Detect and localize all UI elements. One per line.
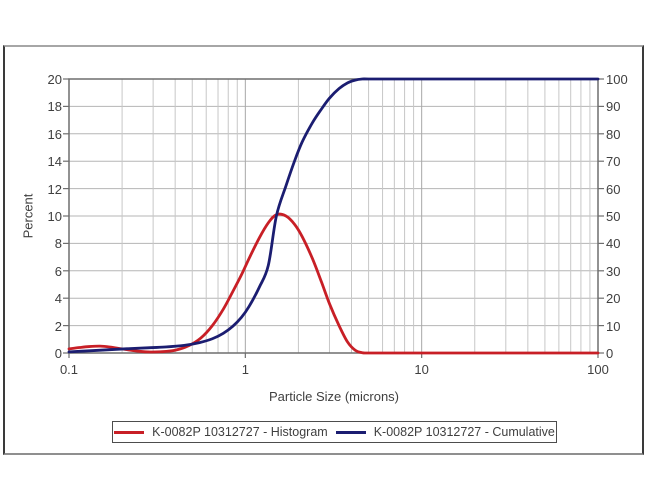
- x-tick-label: 100: [587, 362, 609, 377]
- y-tick-label: 60: [606, 181, 621, 197]
- y-tick-label: 10: [47, 209, 62, 224]
- y-tick-label: 90: [606, 99, 621, 115]
- x-tick-label: 0.1: [59, 362, 79, 377]
- y-tick-label: 18: [47, 99, 62, 115]
- y-tick-label: 20: [47, 72, 62, 87]
- y-tick-label: 0: [54, 346, 62, 361]
- y-tick-label: 4: [54, 291, 62, 307]
- y-tick-label: 70: [606, 154, 621, 170]
- x-axis-title: Particle Size (microns): [268, 389, 400, 404]
- x-tick-label: 1: [241, 362, 249, 377]
- x-tick-label: 10: [414, 362, 429, 377]
- y-tick-label: 0: [606, 346, 614, 361]
- y-tick-label: 50: [606, 209, 621, 224]
- y-tick-label: 16: [47, 126, 62, 142]
- y-tick-label: 80: [606, 126, 621, 142]
- legend-label-cumulative: K-0082P 10312727 - Cumulative: [373, 425, 555, 439]
- y-tick-label: 8: [54, 236, 62, 252]
- legend: K-0082P 10312727 - Histogram K-0082P 103…: [112, 421, 557, 443]
- legend-line-cumulative-icon: [335, 430, 366, 434]
- y-tick-label: 12: [47, 181, 62, 197]
- y-tick-label: 40: [606, 236, 621, 252]
- y-tick-label: 6: [54, 263, 62, 279]
- legend-label-histogram: K-0082P 10312727 - Histogram: [152, 425, 328, 439]
- y-tick-label: 100: [606, 72, 628, 87]
- left-axis-title: Percent: [20, 193, 36, 239]
- legend-line-histogram-icon: [114, 430, 145, 434]
- y-tick-label: 10: [606, 318, 621, 334]
- y-tick-label: 30: [606, 263, 621, 279]
- y-tick-label: 20: [606, 291, 621, 307]
- y-tick-label: 14: [47, 154, 62, 170]
- y-tick-label: 2: [54, 318, 62, 334]
